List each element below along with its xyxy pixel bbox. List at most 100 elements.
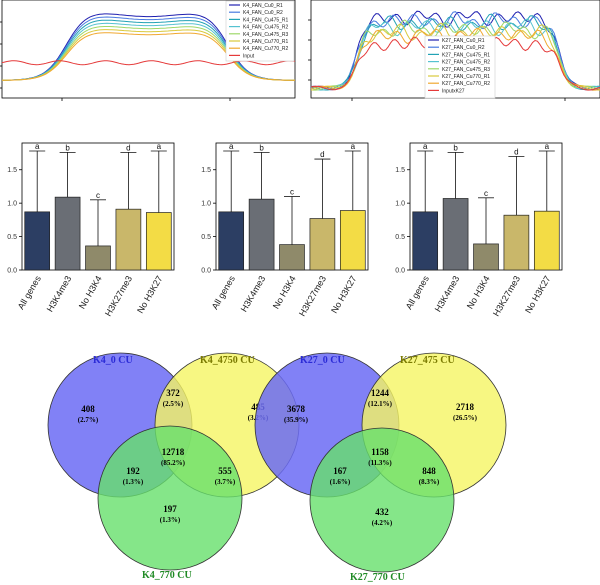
- profile-plot-left: K4_FAN_Cu0_R1K4_FAN_Cu0_R2K4_FAN_Cu475_R…: [0, 0, 296, 101]
- bar: [503, 214, 530, 271]
- profile-series-line: [1, 32, 295, 81]
- venn-k27-label-a: K27_0 CU: [300, 355, 345, 366]
- bar: [85, 245, 111, 271]
- bar: [473, 243, 499, 271]
- legend-entry: K27_FAN_Cu475_R2: [442, 60, 490, 66]
- venn-k27-count-c-only: 432: [375, 507, 389, 517]
- bar: [412, 211, 439, 271]
- x-tick-label: No H3K4: [77, 274, 104, 311]
- significance-letter: a: [423, 142, 428, 151]
- venn-k4-pct-abc: (85.2%): [161, 459, 186, 467]
- venn-diagram-k4: K4_0 CU K4_4750 CU K4_770 CU 408 (2.7%) …: [47, 352, 300, 581]
- y-tick-label: 0.0: [7, 268, 17, 275]
- y-tick-label: 0.0: [201, 268, 211, 275]
- profile-series-line: [310, 10, 600, 91]
- significance-letter: a: [351, 142, 356, 151]
- venn-k4-label-b: K4_4750 CU: [200, 355, 255, 366]
- legend-entry: K4_FAN_Cu475_R1: [243, 17, 289, 23]
- profile-series-line: [310, 18, 600, 91]
- profile-right-ticks: [308, 19, 566, 101]
- significance-letter: c: [96, 191, 100, 200]
- venn-k4-pct-a-only: (2.7%): [78, 416, 99, 424]
- legend-entry: K27_FAN_Cu475_R3: [442, 67, 490, 73]
- legend-box: [225, 0, 295, 62]
- venn-k27-pct-abc: (11.3%): [368, 459, 392, 467]
- profile-series-line: [310, 35, 600, 91]
- venn-k4-count-ab: 372: [166, 388, 180, 398]
- venn-k4-count-abc: 12718: [162, 447, 185, 457]
- venn-k27-pct-a-only: (35.9%): [284, 416, 309, 424]
- x-tick-label: H3K4me3: [45, 274, 74, 314]
- venn-k27-label-b: K27_475 CU: [400, 355, 455, 366]
- bar-chart-3: 0.0 0.5 1.0 1.5 a All genes b H3K4me3 c No H3K4 d H…: [395, 142, 563, 318]
- significance-letter: d: [514, 147, 518, 156]
- bar-chart-2: 0.0 0.5 1.0 1.5 a All genes b H3K4me3 c No H3K4 d H…: [201, 142, 369, 318]
- x-tick-label: H3K27me3: [297, 274, 328, 318]
- legend-entry: K27_FAN_Cu0_R1: [442, 38, 485, 44]
- bar: [115, 208, 142, 271]
- legend-entry: K4_FAN_Cu770_R1: [243, 39, 289, 45]
- legend-entry: K27_FAN_Cu0_R2: [442, 45, 485, 51]
- bar: [279, 244, 305, 271]
- venn-k27-count-abc: 1158: [371, 447, 389, 457]
- x-tick-label: All genes: [404, 274, 431, 311]
- legend-box: [424, 35, 496, 99]
- profile-right-lines: [310, 10, 600, 91]
- venn-k4-pct-bc: (3.7%): [215, 478, 236, 486]
- profile-left-lines: [1, 13, 296, 81]
- y-tick-label: 1.5: [201, 167, 211, 174]
- y-tick-label: 0.5: [395, 234, 405, 241]
- venn-k4-circle-c: [97, 425, 243, 571]
- y-tick-label: 0.0: [395, 268, 405, 275]
- significance-letter: a: [545, 142, 550, 151]
- x-tick-label: No H3K27: [135, 274, 164, 315]
- x-tick-label: H3K27me3: [103, 274, 134, 318]
- legend-entry: K27_FAN_Cu770_R2: [442, 81, 490, 87]
- bar: [54, 196, 81, 271]
- legend-entry: K4_FAN_Cu770_R2: [243, 46, 289, 52]
- legend-entry: K4_FAN_Cu0_R1: [243, 3, 283, 9]
- venn-k4-pct-ac: (1.3%): [123, 478, 144, 486]
- significance-letter: b: [259, 143, 264, 152]
- y-tick-label: 1.0: [201, 201, 211, 208]
- bar: [533, 210, 560, 271]
- legend-entry: K27_FAN_Cu770_R1: [442, 74, 490, 80]
- venn-k27-pct-ab: (12.1%): [368, 400, 393, 408]
- legend-entry: K4_FAN_Cu475_R2: [243, 25, 289, 31]
- x-tick-label: No H3K27: [329, 274, 358, 315]
- bar: [339, 210, 366, 271]
- y-tick-label: 1.0: [395, 201, 405, 208]
- significance-letter: c: [484, 189, 488, 198]
- venn-k27-pct-ac: (1.6%): [330, 478, 351, 486]
- venn-k27-pct-bc: (8.3%): [419, 478, 440, 486]
- x-tick-label: All genes: [16, 274, 43, 311]
- bar: [218, 211, 245, 271]
- profile-left-ticks: [0, 21, 231, 101]
- significance-letter: b: [453, 143, 458, 152]
- venn-k4-label-c: K4_770 CU: [142, 570, 192, 581]
- venn-k4-label-a: K4_0 CU: [93, 355, 133, 366]
- y-tick-label: 1.0: [7, 201, 17, 208]
- venn-k27-pct-c-only: (4.2%): [372, 519, 393, 527]
- significance-letter: a: [157, 142, 162, 151]
- venn-k4-count-c-only: 197: [163, 504, 177, 514]
- bar: [24, 211, 51, 271]
- profile-left-legend: K4_FAN_Cu0_R1K4_FAN_Cu0_R2K4_FAN_Cu475_R…: [225, 0, 295, 62]
- venn-k27-count-a-only: 3678: [287, 404, 306, 414]
- x-tick-label: All genes: [210, 274, 237, 311]
- significance-letter: d: [126, 143, 130, 152]
- bar-chart-1: 0.0 0.5 1.0 1.5 a All genes b H3K4me3 c No H3K4 d H…: [7, 142, 175, 318]
- significance-letter: d: [320, 150, 324, 159]
- significance-letter: b: [65, 143, 70, 152]
- bar: [309, 218, 336, 271]
- venn-k4-pct-c-only: (1.3%): [160, 516, 181, 524]
- legend-entry: InputxK27: [442, 88, 465, 94]
- profile-series-line: [310, 11, 600, 91]
- x-tick-label: No H3K4: [465, 274, 492, 311]
- significance-letter: a: [229, 142, 234, 151]
- bar: [145, 212, 172, 271]
- bar: [248, 198, 275, 271]
